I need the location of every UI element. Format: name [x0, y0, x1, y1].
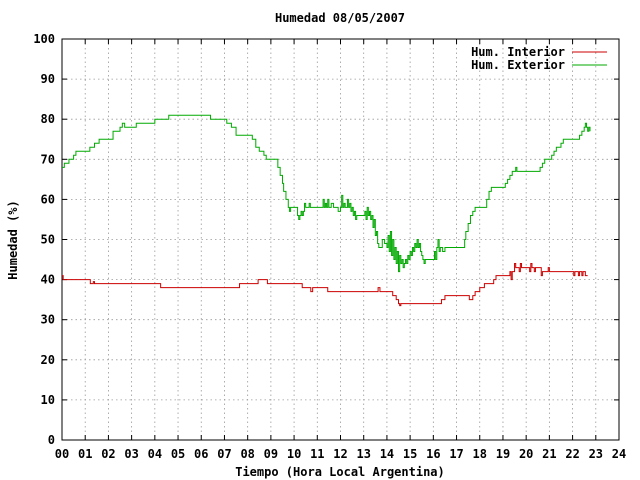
y-tick-label: 80 [41, 112, 55, 126]
x-tick-label: 09 [264, 447, 278, 461]
y-tick-label: 90 [41, 72, 55, 86]
y-axis-label: Humedad (%) [6, 200, 20, 279]
x-tick-label: 13 [356, 447, 370, 461]
x-tick-label: 02 [101, 447, 115, 461]
x-tick-label: 11 [310, 447, 324, 461]
y-axis: 0 10 20 30 40 50 60 70 80 90 100 [33, 32, 619, 447]
x-tick-label: 07 [217, 447, 231, 461]
legend-label: Hum. Exterior [471, 58, 565, 72]
x-tick-label: 22 [565, 447, 579, 461]
x-tick-label: 15 [403, 447, 417, 461]
y-tick-label: 40 [41, 273, 55, 287]
x-axis-label: Tiempo (Hora Local Argentina) [235, 465, 445, 479]
x-tick-label: 24 [612, 447, 626, 461]
chart-title: Humedad 08/05/2007 [275, 11, 405, 25]
x-tick-label: 01 [78, 447, 92, 461]
x-tick-label: 00 [55, 447, 69, 461]
series-line-exterior [62, 114, 591, 273]
x-tick-label: 05 [171, 447, 185, 461]
x-tick-label: 08 [240, 447, 254, 461]
y-tick-label: 60 [41, 192, 55, 206]
x-tick-label: 12 [333, 447, 347, 461]
y-tick-label: 50 [41, 233, 55, 247]
y-tick-label: 0 [48, 433, 55, 447]
x-tick-label: 19 [496, 447, 510, 461]
y-tick-label: 100 [33, 32, 55, 46]
x-tick-label: 21 [542, 447, 556, 461]
y-tick-label: 20 [41, 353, 55, 367]
series-line-interior [62, 263, 588, 307]
x-axis: 00 01 02 03 04 05 06 07 08 09 10 11 12 13 14 15 16 17 18 19… [55, 39, 626, 461]
legend-label: Hum. Interior [471, 45, 565, 59]
x-tick-label: 17 [449, 447, 463, 461]
x-tick-label: 14 [380, 447, 394, 461]
x-tick-label: 20 [519, 447, 533, 461]
y-tick-label: 70 [41, 152, 55, 166]
x-tick-label: 23 [589, 447, 603, 461]
x-tick-label: 18 [473, 447, 487, 461]
y-tick-label: 30 [41, 313, 55, 327]
series-layer [62, 114, 591, 307]
x-tick-label: 06 [194, 447, 208, 461]
x-tick-label: 10 [287, 447, 301, 461]
x-tick-label: 16 [426, 447, 440, 461]
x-tick-label: 03 [124, 447, 138, 461]
x-tick-label: 04 [148, 447, 162, 461]
y-tick-label: 10 [41, 393, 55, 407]
grid [62, 39, 619, 440]
